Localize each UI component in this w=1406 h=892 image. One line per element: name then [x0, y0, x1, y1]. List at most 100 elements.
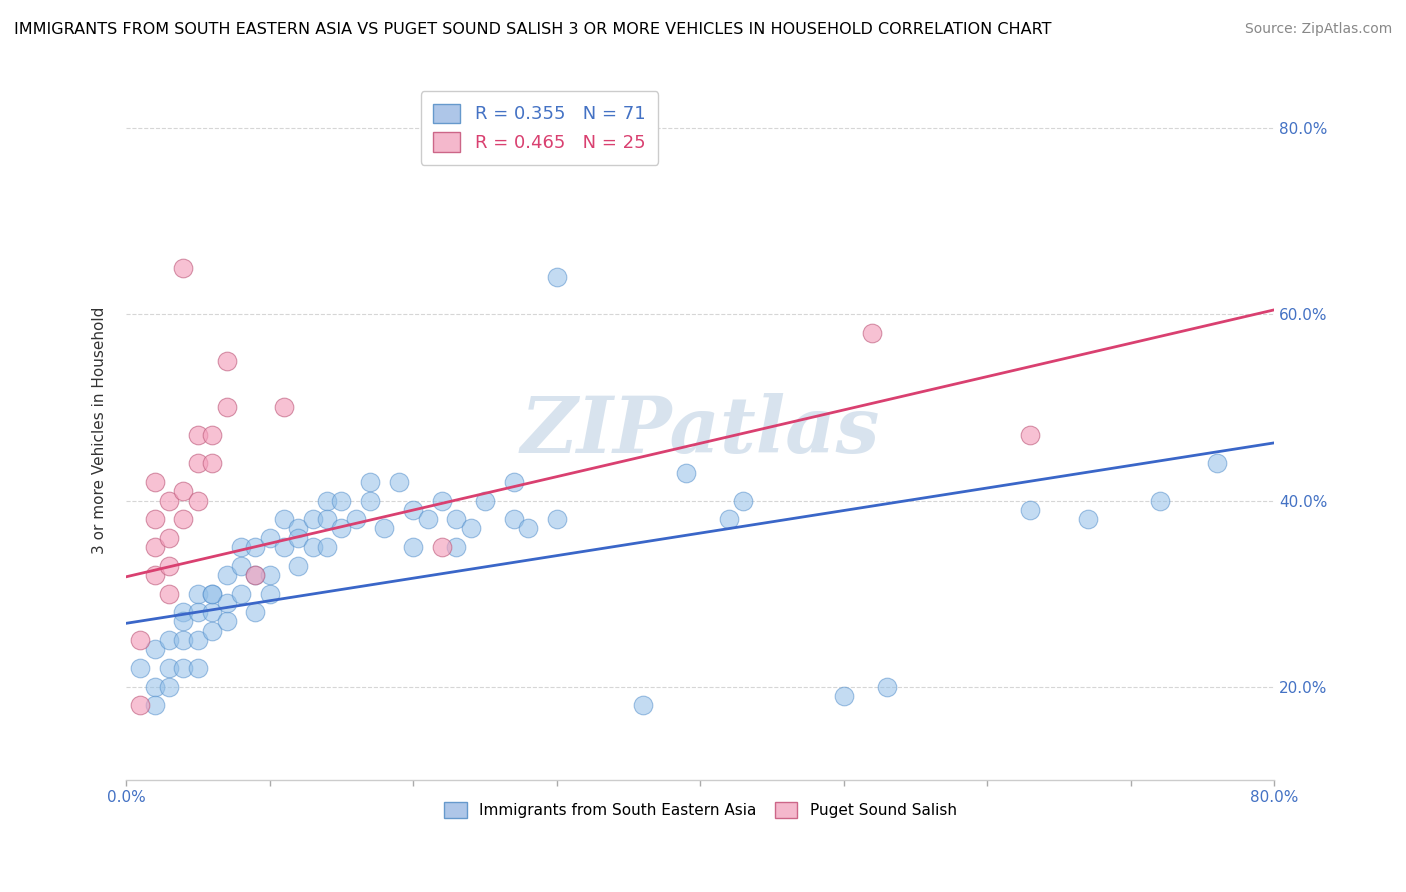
Point: [388, 475, 411, 489]
Point: [129, 698, 152, 713]
Point: [201, 605, 224, 619]
Point: [273, 512, 295, 526]
Point: [444, 540, 467, 554]
Point: [430, 540, 453, 554]
Point: [187, 661, 209, 675]
Point: [129, 661, 152, 675]
Y-axis label: 3 or more Vehicles in Household: 3 or more Vehicles in Household: [93, 307, 107, 555]
Point: [143, 642, 166, 657]
Point: [733, 493, 755, 508]
Point: [201, 456, 224, 470]
Point: [502, 512, 524, 526]
Point: [143, 568, 166, 582]
Point: [173, 484, 195, 499]
Point: [157, 558, 180, 573]
Point: [546, 270, 568, 285]
Point: [1019, 428, 1042, 442]
Point: [215, 596, 238, 610]
Point: [187, 493, 209, 508]
Point: [416, 512, 439, 526]
Point: [143, 540, 166, 554]
Point: [373, 521, 395, 535]
Legend: Immigrants from South Eastern Asia, Puget Sound Salish: Immigrants from South Eastern Asia, Puge…: [437, 796, 963, 824]
Point: [287, 558, 309, 573]
Point: [287, 521, 309, 535]
Point: [402, 540, 425, 554]
Point: [301, 540, 323, 554]
Point: [201, 428, 224, 442]
Point: [287, 531, 309, 545]
Point: [215, 615, 238, 629]
Point: [675, 466, 697, 480]
Point: [876, 680, 898, 694]
Point: [201, 586, 224, 600]
Point: [259, 531, 281, 545]
Point: [157, 586, 180, 600]
Point: [273, 401, 295, 415]
Point: [517, 521, 540, 535]
Point: [430, 493, 453, 508]
Point: [301, 512, 323, 526]
Point: [157, 661, 180, 675]
Point: [173, 661, 195, 675]
Point: [474, 493, 496, 508]
Point: [215, 354, 238, 368]
Point: [143, 698, 166, 713]
Point: [862, 326, 884, 340]
Point: [157, 680, 180, 694]
Point: [402, 503, 425, 517]
Point: [157, 493, 180, 508]
Point: [187, 586, 209, 600]
Point: [157, 531, 180, 545]
Point: [259, 568, 281, 582]
Point: [344, 512, 367, 526]
Point: [229, 540, 252, 554]
Point: [187, 605, 209, 619]
Point: [717, 512, 740, 526]
Point: [245, 605, 267, 619]
Text: IMMIGRANTS FROM SOUTH EASTERN ASIA VS PUGET SOUND SALISH 3 OR MORE VEHICLES IN H: IMMIGRANTS FROM SOUTH EASTERN ASIA VS PU…: [14, 22, 1052, 37]
Point: [245, 568, 267, 582]
Point: [444, 512, 467, 526]
Point: [1206, 456, 1229, 470]
Point: [1149, 493, 1171, 508]
Point: [187, 633, 209, 648]
Point: [187, 456, 209, 470]
Point: [1019, 503, 1042, 517]
Point: [316, 493, 339, 508]
Point: [546, 512, 568, 526]
Point: [201, 624, 224, 638]
Point: [173, 615, 195, 629]
Point: [273, 540, 295, 554]
Point: [330, 521, 353, 535]
Point: [187, 428, 209, 442]
Point: [316, 540, 339, 554]
Point: [201, 586, 224, 600]
Text: Source: ZipAtlas.com: Source: ZipAtlas.com: [1244, 22, 1392, 37]
Point: [245, 568, 267, 582]
Point: [460, 521, 482, 535]
Point: [832, 689, 855, 703]
Point: [129, 633, 152, 648]
Point: [229, 558, 252, 573]
Point: [215, 401, 238, 415]
Point: [502, 475, 524, 489]
Point: [359, 475, 381, 489]
Point: [157, 633, 180, 648]
Point: [245, 540, 267, 554]
Point: [259, 586, 281, 600]
Point: [316, 512, 339, 526]
Point: [173, 512, 195, 526]
Point: [1077, 512, 1099, 526]
Point: [173, 605, 195, 619]
Point: [143, 475, 166, 489]
Point: [215, 568, 238, 582]
Text: ZIPatlas: ZIPatlas: [520, 392, 880, 469]
Point: [173, 633, 195, 648]
Point: [143, 680, 166, 694]
Point: [143, 512, 166, 526]
Point: [330, 493, 353, 508]
Point: [173, 260, 195, 275]
Point: [631, 698, 654, 713]
Point: [229, 586, 252, 600]
